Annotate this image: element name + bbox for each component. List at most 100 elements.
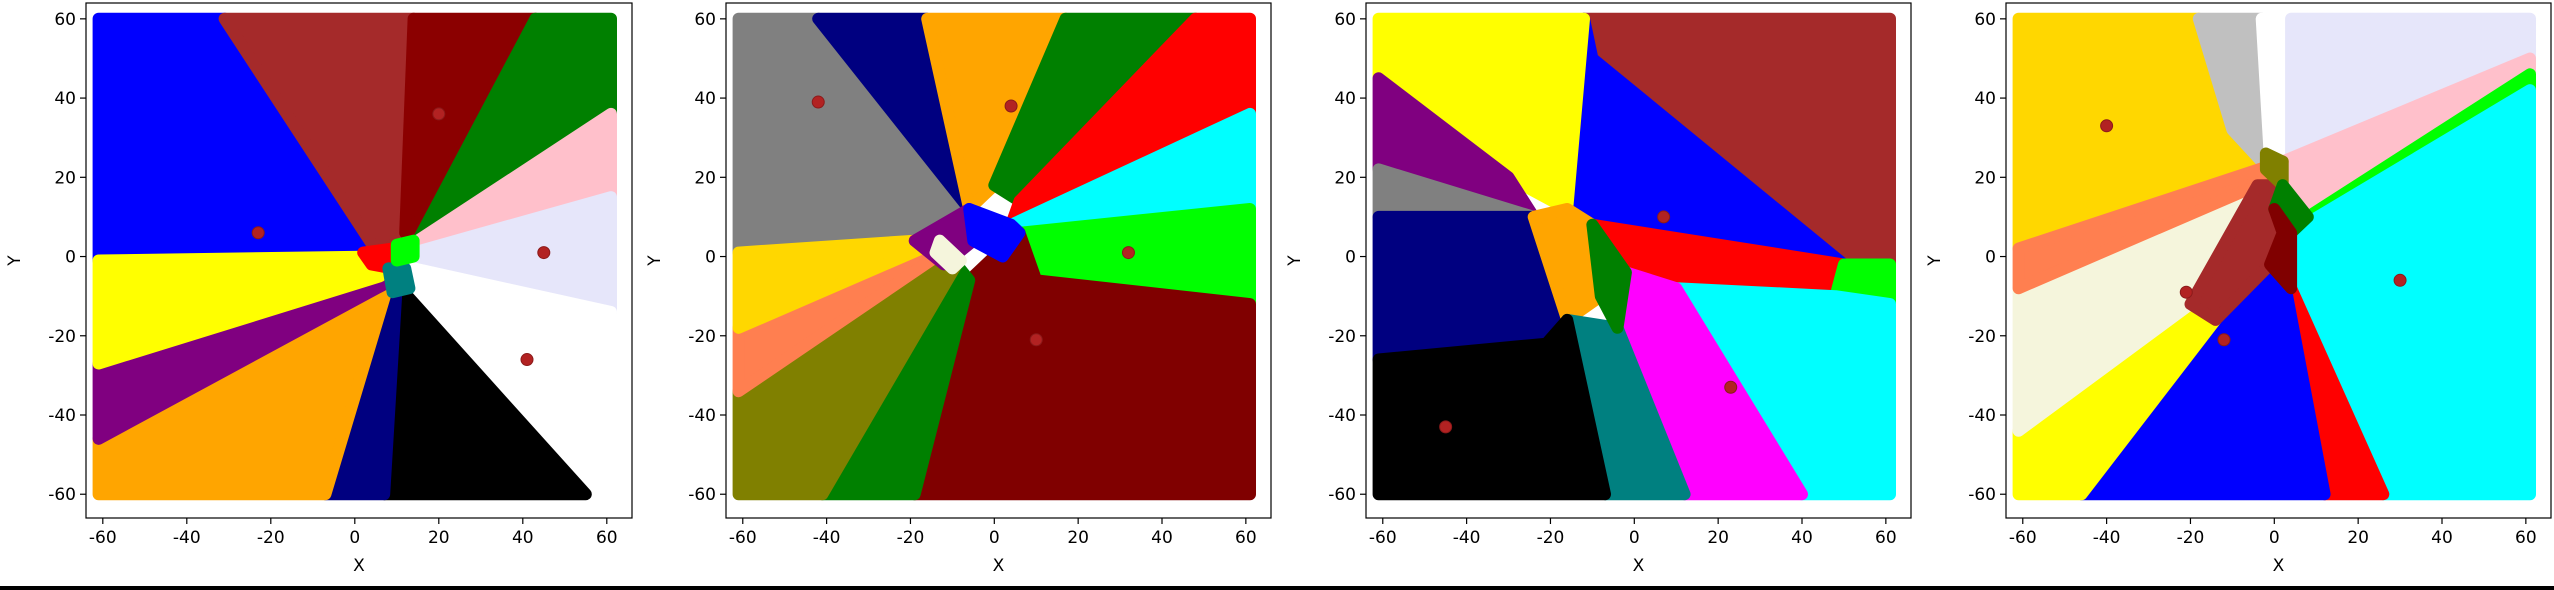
x-tick-label: 40 (512, 528, 534, 548)
x-tick-label: -40 (813, 528, 841, 548)
x-axis-label: X (2273, 556, 2285, 576)
centroid-point (2217, 333, 2231, 347)
axes-frame (85, 2, 633, 519)
x-tick-label: 20 (2347, 528, 2369, 548)
y-axis-label: Y (645, 255, 665, 267)
y-axis-label: Y (1925, 255, 1945, 267)
y-tick-label: 40 (54, 89, 76, 109)
centroid-point (537, 246, 551, 260)
x-tick-label: -60 (729, 528, 757, 548)
x-tick-label: 20 (428, 528, 450, 548)
x-tick-label: 40 (2431, 528, 2453, 548)
x-tick-label: -20 (257, 528, 285, 548)
x-tick-label: 20 (1067, 528, 1089, 548)
y-tick-label: -60 (1968, 485, 1996, 505)
y-tick-label: 60 (1974, 10, 1996, 30)
x-tick-label: -60 (2009, 528, 2037, 548)
x-tick-label: -40 (2093, 528, 2121, 548)
x-tick-label: 60 (2515, 528, 2537, 548)
x-tick-label: -40 (1453, 528, 1481, 548)
cluster-region (963, 203, 1026, 263)
plot-area (732, 12, 1256, 501)
x-tick-label: -60 (1369, 528, 1397, 548)
scatter-panel-3: -60 -40 -20 0 20 40 60 60 40 20 0 -20 -40 -60 X Y (1285, 2, 1912, 576)
scatter-panel-1: -60 -40 -20 0 20 40 60 60 40 20 0 -20 -40 -60 X Y (5, 2, 633, 576)
plot-area (1372, 12, 1896, 501)
axes-frame (2005, 2, 2552, 519)
x-axis-label: X (993, 556, 1005, 576)
y-tick-label: 20 (694, 168, 716, 188)
centroid-point (1004, 99, 1018, 113)
y-axis-label: Y (5, 255, 25, 267)
axes-frame (725, 2, 1272, 519)
centroid-point (1439, 420, 1453, 434)
y-tick-label: -60 (688, 485, 716, 505)
y-tick-label: 20 (1334, 168, 1356, 188)
centroid-point (251, 226, 265, 240)
y-tick-label: -20 (688, 327, 716, 347)
y-tick-label: 0 (65, 248, 76, 268)
y-tick-label: 0 (1345, 248, 1356, 268)
y-tick-label: 40 (1334, 89, 1356, 109)
centroid-point (1724, 380, 1738, 394)
scatter-panel-4: -60 -40 -20 0 20 40 60 60 40 20 0 -20 -40 -60 X Y (1925, 2, 2552, 576)
cluster-region (1586, 218, 1632, 334)
y-axis-label: Y (1285, 255, 1305, 267)
centroid-point (432, 107, 446, 121)
cluster-region (390, 234, 420, 267)
y-tick-label: 60 (694, 10, 716, 30)
x-tick-label: 0 (2269, 528, 2280, 548)
plot-area (2012, 12, 2536, 501)
x-tick-label: -20 (1537, 528, 1565, 548)
y-tick-label: 0 (1985, 248, 1996, 268)
y-tick-label: -60 (48, 485, 76, 505)
axes-frame (1365, 2, 1912, 519)
centroid-point (2100, 119, 2114, 133)
centroid-point (2393, 273, 2407, 287)
x-tick-label: -40 (173, 528, 201, 548)
cluster-region (382, 262, 416, 299)
y-tick-label: -40 (688, 406, 716, 426)
x-tick-label: 60 (1235, 528, 1257, 548)
x-tick-label: -20 (2177, 528, 2205, 548)
scatter-panel-2: -60 -40 -20 0 20 40 60 60 40 20 0 -20 -40 -60 X Y (645, 2, 1272, 576)
y-tick-label: 60 (54, 10, 76, 30)
plot-area (92, 12, 617, 501)
y-tick-label: -60 (1328, 485, 1356, 505)
y-tick-label: 40 (1974, 89, 1996, 109)
y-tick-label: -20 (48, 327, 76, 347)
y-tick-label: 20 (54, 168, 76, 188)
bottom-border (0, 586, 2554, 590)
x-axis-label: X (1633, 556, 1645, 576)
x-tick-label: 0 (349, 528, 360, 548)
x-tick-label: 40 (1151, 528, 1173, 548)
x-tick-label: -60 (89, 528, 117, 548)
y-tick-label: -20 (1968, 327, 1996, 347)
y-tick-label: 60 (1334, 10, 1356, 30)
centroid-point (1029, 333, 1043, 347)
centroid-point (1657, 210, 1671, 224)
centroid-point (2179, 285, 2193, 299)
x-tick-label: 60 (596, 528, 618, 548)
cluster-region (1372, 12, 1590, 215)
centroid-point (520, 353, 534, 367)
y-tick-label: -40 (48, 406, 76, 426)
x-tick-label: 0 (989, 528, 1000, 548)
x-axis-label: X (353, 556, 365, 576)
cluster-region (929, 234, 967, 275)
centroid-point (811, 95, 825, 109)
y-tick-label: 0 (705, 248, 716, 268)
x-tick-label: 60 (1875, 528, 1897, 548)
y-tick-label: -20 (1328, 327, 1356, 347)
x-tick-label: 0 (1629, 528, 1640, 548)
cluster-region (2264, 203, 2298, 295)
cluster-region (1372, 313, 1611, 501)
x-tick-label: -20 (897, 528, 925, 548)
x-tick-label: 20 (1707, 528, 1729, 548)
y-tick-label: 40 (694, 89, 716, 109)
y-tick-label: -40 (1968, 406, 1996, 426)
x-tick-label: 40 (1791, 528, 1813, 548)
centroid-point (1121, 246, 1135, 260)
y-tick-label: -40 (1328, 406, 1356, 426)
